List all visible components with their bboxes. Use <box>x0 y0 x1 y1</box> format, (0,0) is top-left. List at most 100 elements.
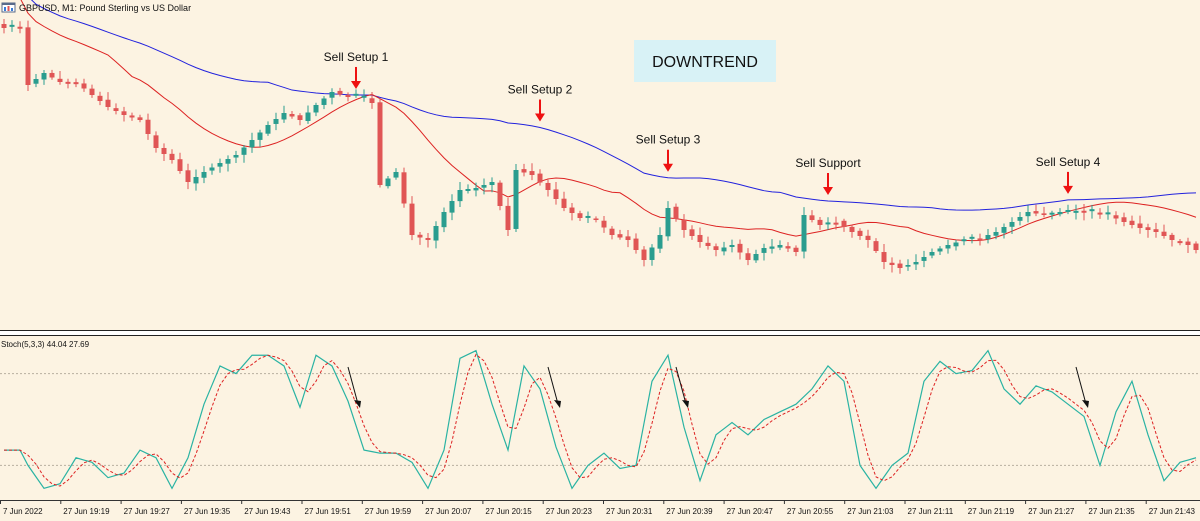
candle-body <box>481 185 487 188</box>
candle-body <box>401 172 407 204</box>
time-tick-label: 27 Jun 19:19 <box>63 507 110 516</box>
candle-body <box>49 72 55 78</box>
panel-gap <box>0 331 1200 335</box>
time-tick-label: 27 Jun 20:47 <box>727 507 774 516</box>
candle-body <box>713 246 719 250</box>
sell-arrow-icon <box>1063 185 1073 194</box>
candle-body <box>905 265 911 267</box>
candle-body <box>1129 220 1135 225</box>
candle-body <box>913 262 919 265</box>
candle-body <box>1145 227 1151 230</box>
candle-body <box>721 247 727 252</box>
stoch-arrow-shaft <box>1075 366 1087 405</box>
candle-body <box>393 172 399 178</box>
candle-body <box>321 98 327 105</box>
candle-body <box>441 212 447 228</box>
stoch-arrow-shaft <box>547 366 559 405</box>
candle-body <box>121 111 127 115</box>
candle-body <box>825 222 831 225</box>
candle-body <box>777 245 783 248</box>
candle-body <box>137 117 143 120</box>
sell-arrow-icon <box>663 163 673 172</box>
candle-body <box>9 24 15 27</box>
candle-body <box>1089 209 1095 212</box>
candle-body <box>593 218 599 220</box>
stoch-arrow-icon <box>1082 400 1089 408</box>
candle-body <box>865 235 871 240</box>
time-tick-label: 27 Jun 21:11 <box>908 507 954 516</box>
candle-body <box>153 135 159 148</box>
chart-window-icon[interactable] <box>1 2 16 13</box>
candle-body <box>809 215 815 220</box>
candle-body <box>433 226 439 241</box>
candle-body <box>849 226 855 232</box>
candle-body <box>185 170 191 182</box>
sell-arrow-icon <box>351 80 361 89</box>
candle-body <box>209 167 215 171</box>
time-tick-label: 27 Jun 20:07 <box>425 507 472 516</box>
candle-body <box>769 246 775 249</box>
candle-body <box>233 155 239 158</box>
candle-body <box>585 215 591 218</box>
candle-body <box>81 83 87 89</box>
candle-body <box>569 207 575 213</box>
candle-body <box>1017 217 1023 221</box>
candle-body <box>673 206 679 219</box>
candle-body <box>785 246 791 249</box>
candle-body <box>1105 212 1111 215</box>
candle-body <box>265 125 271 134</box>
candle-body <box>17 26 23 29</box>
candle-body <box>617 234 623 238</box>
candle-body <box>817 219 823 225</box>
candle-body <box>257 132 263 140</box>
candle-body <box>753 254 759 261</box>
candle-body <box>681 219 687 230</box>
stoch-arrow-shaft <box>675 366 687 405</box>
candle-body <box>633 238 639 250</box>
time-tick-label: 27 Jun 20:39 <box>666 507 713 516</box>
candle-body <box>1001 227 1007 233</box>
candle-body <box>329 92 335 98</box>
candle-body <box>921 257 927 261</box>
trend-label-text: DOWNTREND <box>652 54 758 71</box>
candle-body <box>577 213 583 218</box>
candle-body <box>369 98 375 103</box>
candle-body <box>281 113 287 120</box>
sell-setup-label: Sell Setup 2 <box>508 83 573 97</box>
candle-body <box>289 113 295 117</box>
candle-body <box>1153 229 1159 232</box>
candle-body <box>553 189 559 199</box>
candle-body <box>897 263 903 268</box>
sell-setup-label: Sell Setup 1 <box>324 50 389 64</box>
candle-body <box>1193 243 1199 250</box>
candle-body <box>1009 222 1015 227</box>
moving-average-fast <box>20 0 1197 242</box>
time-tick-label: 27 Jun 21:27 <box>1028 507 1075 516</box>
candle-body <box>273 119 279 124</box>
candle-body <box>697 234 703 242</box>
candle-body <box>217 163 223 167</box>
candle-body <box>353 93 359 96</box>
candle-body <box>313 105 319 113</box>
candle-body <box>561 198 567 208</box>
candle-body <box>857 230 863 236</box>
candle-body <box>889 262 895 265</box>
time-tick-label: 27 Jun 21:19 <box>968 507 1015 516</box>
candle-body <box>1177 241 1183 244</box>
candle-body <box>833 222 839 225</box>
candle-body <box>1041 213 1047 215</box>
candle-body <box>985 235 991 240</box>
candle-body <box>1049 212 1055 215</box>
time-tick-label: 27 Jun 19:59 <box>365 507 412 516</box>
candle-body <box>497 182 503 206</box>
moving-average-slow <box>30 0 1197 211</box>
title-bar: GBPUSD, M1: Pound Sterling vs US Dollar <box>1 2 191 13</box>
candle-body <box>1161 231 1167 236</box>
sell-setup-label: Sell Setup 3 <box>636 133 701 147</box>
time-tick-label: 27 Jun 20:23 <box>546 507 593 516</box>
candle-body <box>169 153 175 160</box>
candle-body <box>417 234 423 238</box>
sell-setup-label: Sell Support <box>795 156 861 170</box>
